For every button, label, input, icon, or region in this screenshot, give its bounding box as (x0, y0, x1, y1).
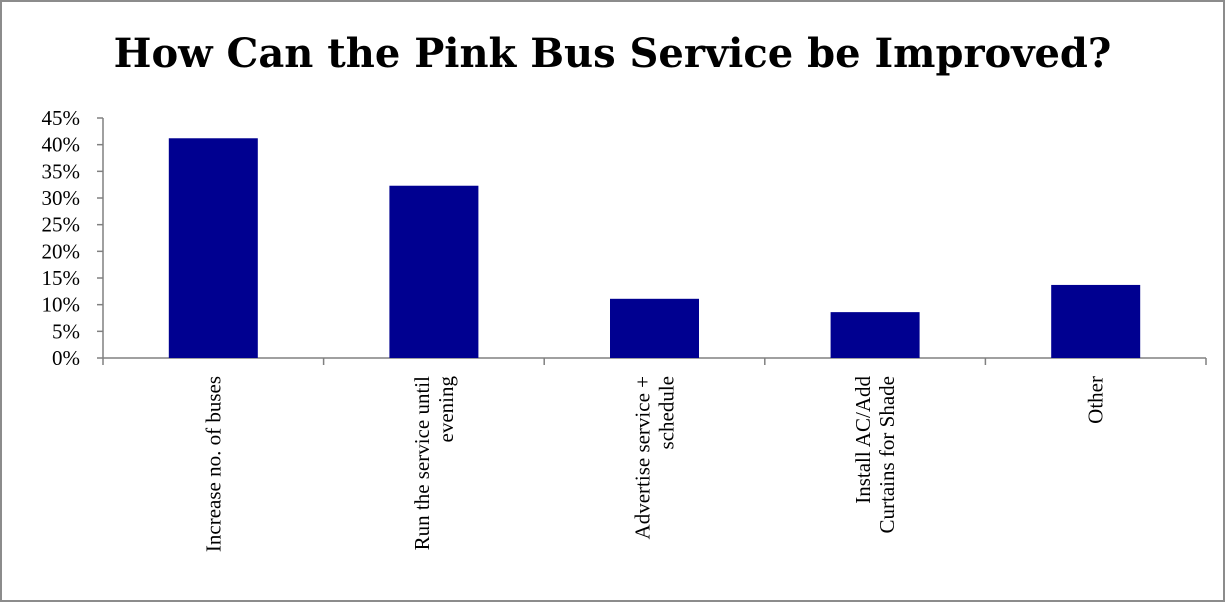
y-tick-label: 40% (42, 133, 81, 157)
bar (610, 298, 699, 358)
category-label: schedule (655, 376, 679, 449)
y-tick-label: 20% (42, 239, 81, 263)
bar (168, 138, 258, 358)
bar (830, 312, 920, 358)
y-tick-label: 25% (42, 213, 81, 237)
category-label: Curtains for Shade (875, 376, 899, 533)
bar (1051, 284, 1141, 358)
category-label: evening (434, 376, 458, 443)
category-label: Increase no. of buses (201, 376, 225, 552)
category-label: Run the service until (410, 376, 434, 551)
bar (389, 185, 479, 358)
y-tick-label: 5% (52, 319, 80, 343)
chart-title: How Can the Pink Bus Service be Improved… (113, 30, 1112, 77)
y-tick-label: 15% (42, 266, 81, 290)
category-label: Advertise service + (631, 376, 655, 539)
category-label: Other (1084, 376, 1108, 424)
y-tick-label: 10% (42, 293, 81, 317)
y-tick-label: 35% (42, 159, 81, 183)
y-tick-label: 45% (42, 106, 81, 130)
category-label: Install AC/Add (851, 376, 875, 504)
y-tick-label: 0% (52, 346, 80, 370)
y-tick-label: 30% (42, 186, 81, 210)
